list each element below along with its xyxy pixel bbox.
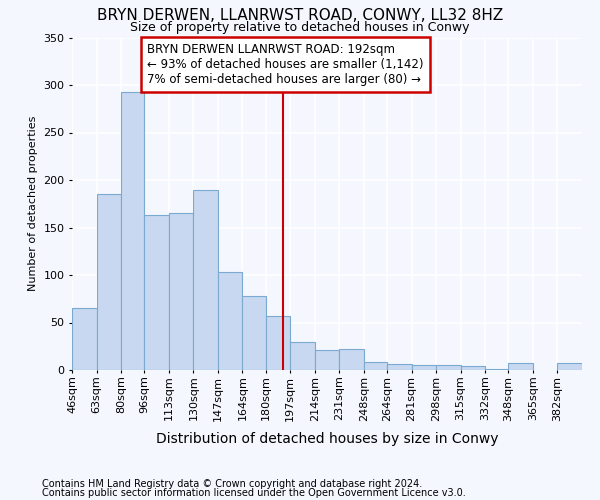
- Bar: [412, 365, 436, 370]
- Text: BRYN DERWEN, LLANRWST ROAD, CONWY, LL32 8HZ: BRYN DERWEN, LLANRWST ROAD, CONWY, LL32 …: [97, 8, 503, 22]
- X-axis label: Distribution of detached houses by size in Conwy: Distribution of detached houses by size …: [156, 432, 498, 446]
- Bar: [315, 350, 339, 370]
- Text: Size of property relative to detached houses in Conwy: Size of property relative to detached ho…: [130, 21, 470, 34]
- Bar: [461, 366, 485, 370]
- Bar: [218, 272, 242, 370]
- Bar: [485, 369, 508, 370]
- Text: Contains HM Land Registry data © Crown copyright and database right 2024.: Contains HM Land Registry data © Crown c…: [42, 479, 422, 489]
- Bar: [364, 362, 387, 370]
- Bar: [387, 364, 412, 370]
- Bar: [242, 296, 266, 370]
- Text: BRYN DERWEN LLANRWST ROAD: 192sqm
← 93% of detached houses are smaller (1,142)
7: BRYN DERWEN LLANRWST ROAD: 192sqm ← 93% …: [147, 43, 424, 86]
- Bar: [144, 215, 169, 370]
- Bar: [339, 349, 364, 370]
- Y-axis label: Number of detached properties: Number of detached properties: [28, 116, 38, 292]
- Bar: [290, 342, 315, 370]
- Bar: [169, 213, 193, 370]
- Bar: [266, 316, 290, 370]
- Bar: [121, 92, 144, 370]
- Text: Contains public sector information licensed under the Open Government Licence v3: Contains public sector information licen…: [42, 488, 466, 498]
- Bar: [72, 308, 97, 370]
- Bar: [436, 365, 461, 370]
- Bar: [557, 364, 582, 370]
- Bar: [193, 190, 218, 370]
- Bar: [508, 364, 533, 370]
- Bar: [97, 194, 121, 370]
